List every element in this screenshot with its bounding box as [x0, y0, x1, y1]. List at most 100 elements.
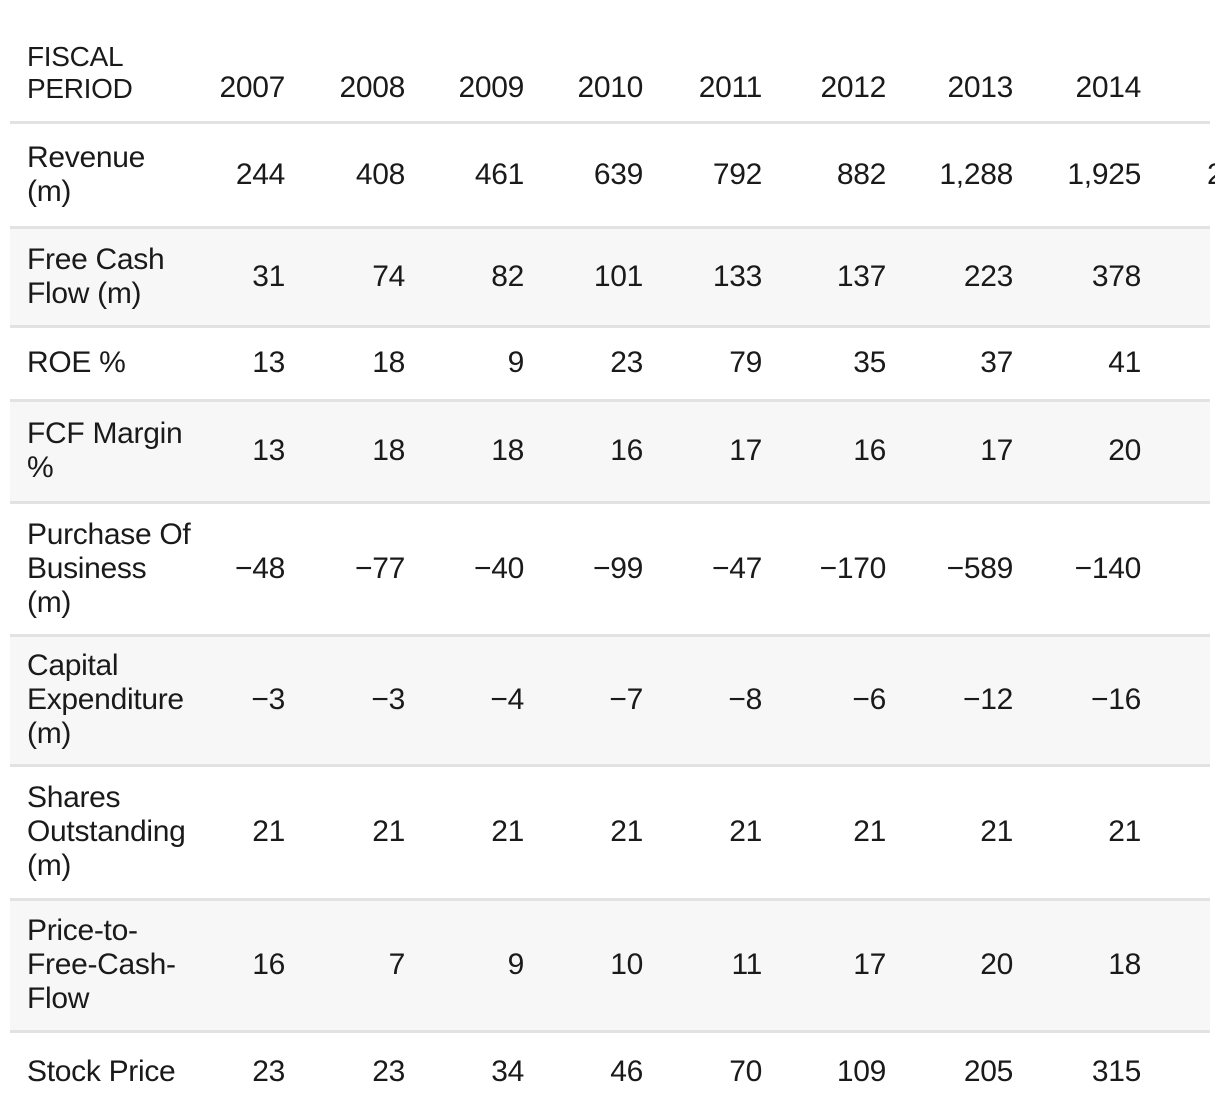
- header-fiscal-period: FISCAL PERIOD: [27, 40, 133, 104]
- value-cell: 408: [355, 157, 405, 191]
- table-row-purchase-of-business: Purchase Of Business (m) −48 −77 −40 −99…: [10, 502, 1210, 635]
- value-cell: 378: [1091, 259, 1141, 293]
- value-cell: 223: [963, 259, 1013, 293]
- value-cell: 21: [980, 815, 1013, 848]
- value-cell: 23: [372, 1055, 405, 1089]
- value-cell: 41: [1108, 346, 1141, 379]
- value-cell: 11: [731, 948, 762, 981]
- header-year-2014: 2014: [1075, 70, 1141, 104]
- table-body: Revenue (m) 244 408 461 639 792 882 1,28…: [10, 122, 1215, 1112]
- value-cell: 1,925: [1067, 157, 1141, 191]
- value-cell: −4: [490, 683, 524, 716]
- row-label: ROE %: [27, 346, 126, 379]
- value-cell: −16: [1091, 683, 1141, 716]
- value-cell: 205: [963, 1055, 1013, 1089]
- table-row-revenue: Revenue (m) 244 408 461 639 792 882 1,28…: [10, 122, 1215, 227]
- table-row-stock-price: Stock Price 23 23 34 46 70 109 205 315: [10, 1031, 1210, 1112]
- row-label: Stock Price: [27, 1055, 176, 1089]
- value-cell: 109: [836, 1055, 886, 1089]
- value-cell: 18: [372, 434, 405, 467]
- value-cell: −40: [474, 551, 524, 585]
- value-cell: 82: [491, 259, 524, 293]
- value-cell: 21: [372, 815, 405, 848]
- value-cell: 18: [1108, 948, 1141, 981]
- value-cell: 31: [252, 259, 285, 293]
- value-cell-clipped: [1141, 765, 1210, 899]
- value-cell: 17: [980, 434, 1013, 467]
- value-cell: 21: [729, 815, 762, 848]
- value-cell: 639: [593, 157, 643, 191]
- header-year-2011: 2011: [698, 70, 763, 104]
- value-cell-clipped: [1141, 326, 1210, 400]
- value-cell: −47: [712, 551, 762, 585]
- value-cell: −7: [609, 683, 643, 716]
- value-cell: 18: [372, 346, 405, 379]
- value-cell: 21: [610, 815, 643, 848]
- value-cell: −99: [593, 551, 643, 585]
- value-cell: 17: [729, 434, 762, 467]
- value-cell: 21: [1108, 815, 1141, 848]
- value-cell: 20: [980, 948, 1013, 981]
- table-row-free-cash-flow: Free Cash Flow (m) 31 74 82 101 133 137 …: [10, 227, 1210, 326]
- value-cell: 46: [610, 1055, 643, 1089]
- value-cell: −8: [728, 683, 762, 716]
- value-cell: 18: [491, 434, 524, 467]
- row-label: Revenue (m): [27, 140, 145, 208]
- value-cell: 20: [1108, 434, 1141, 467]
- header-year-2013: 2013: [947, 70, 1013, 104]
- header-year-2010: 2010: [577, 70, 643, 104]
- header-year-clipped: [1141, 0, 1210, 122]
- value-cell: −140: [1074, 551, 1142, 585]
- table-row-capital-expenditure: Capital Expenditure (m) −3 −3 −4 −7 −8 −…: [10, 635, 1210, 765]
- value-cell: 137: [836, 259, 886, 293]
- value-cell-clipped: [1141, 227, 1210, 326]
- value-cell: −6: [852, 683, 886, 716]
- row-label: Free Cash Flow (m): [27, 242, 165, 310]
- row-label: Capital Expenditure (m): [27, 649, 184, 750]
- value-cell: −589: [946, 551, 1014, 585]
- value-cell: −77: [355, 551, 405, 585]
- value-cell: 315: [1091, 1055, 1141, 1089]
- table-header: FISCAL PERIOD 2007 2008 2009 2010 2011 2…: [10, 0, 1210, 122]
- value-cell: 101: [593, 259, 643, 293]
- value-cell: 21: [853, 815, 886, 848]
- value-cell: −170: [819, 551, 887, 585]
- value-cell: 23: [610, 346, 643, 379]
- value-cell: −12: [963, 683, 1013, 716]
- value-cell-clipped: [1141, 400, 1210, 502]
- value-cell: 79: [729, 346, 762, 379]
- value-cell: 23: [252, 1055, 285, 1089]
- value-cell: 35: [853, 346, 886, 379]
- value-cell: 7: [388, 948, 406, 981]
- value-cell: 9: [507, 346, 525, 379]
- row-label: Purchase Of Business (m): [27, 517, 191, 619]
- value-cell: 792: [712, 157, 762, 191]
- table-row-fcf-margin: FCF Margin % 13 18 18 16 17 16 17 20: [10, 400, 1210, 502]
- value-cell: 461: [474, 157, 524, 191]
- value-cell-clipped: [1141, 899, 1210, 1031]
- value-cell-clipped: [1141, 635, 1210, 765]
- value-cell: 244: [235, 157, 285, 191]
- value-cell: 37: [980, 346, 1013, 379]
- table-row-shares-outstanding: Shares Outstanding (m) 21 21 21 21 21 21…: [10, 765, 1210, 899]
- value-cell: −48: [235, 551, 285, 585]
- value-cell: 17: [853, 948, 886, 981]
- value-cell: 16: [610, 434, 643, 467]
- value-cell: −3: [371, 683, 405, 716]
- value-cell: 16: [252, 948, 285, 981]
- value-cell: 10: [610, 948, 643, 981]
- header-row: FISCAL PERIOD 2007 2008 2009 2010 2011 2…: [10, 0, 1210, 122]
- value-cell: 21: [252, 815, 285, 848]
- header-year-2008: 2008: [339, 70, 405, 104]
- fiscal-period-table: FISCAL PERIOD 2007 2008 2009 2010 2011 2…: [10, 0, 1215, 1112]
- row-label: FCF Margin %: [27, 417, 183, 484]
- value-cell: 13: [252, 434, 285, 467]
- value-cell-clipped: 2: [1141, 122, 1215, 227]
- header-year-2012: 2012: [820, 70, 886, 104]
- table-row-roe: ROE % 13 18 9 23 79 35 37 41: [10, 326, 1210, 400]
- value-cell: 21: [491, 815, 524, 848]
- clipped-value-fragment: 2: [1207, 158, 1215, 192]
- value-cell: 34: [491, 1055, 524, 1089]
- value-cell: 13: [252, 346, 285, 379]
